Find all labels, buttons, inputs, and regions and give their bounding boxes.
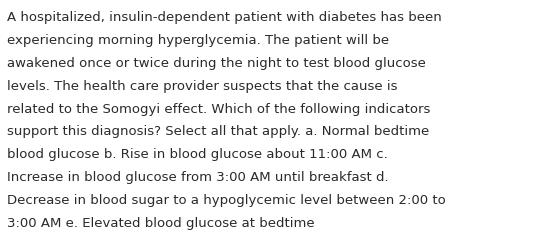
Text: support this diagnosis? Select all that apply. a. Normal bedtime: support this diagnosis? Select all that … bbox=[7, 125, 430, 138]
Text: related to the Somogyi effect. Which of the following indicators: related to the Somogyi effect. Which of … bbox=[7, 102, 431, 115]
Text: A hospitalized, insulin-dependent patient with diabetes has been: A hospitalized, insulin-dependent patien… bbox=[7, 11, 442, 24]
Text: Increase in blood glucose from 3:00 AM until breakfast d.: Increase in blood glucose from 3:00 AM u… bbox=[7, 170, 389, 183]
Text: experiencing morning hyperglycemia. The patient will be: experiencing morning hyperglycemia. The … bbox=[7, 34, 389, 47]
Text: awakened once or twice during the night to test blood glucose: awakened once or twice during the night … bbox=[7, 57, 426, 70]
Text: Decrease in blood sugar to a hypoglycemic level between 2:00 to: Decrease in blood sugar to a hypoglycemi… bbox=[7, 193, 446, 206]
Text: blood glucose b. Rise in blood glucose about 11:00 AM c.: blood glucose b. Rise in blood glucose a… bbox=[7, 148, 388, 161]
Text: levels. The health care provider suspects that the cause is: levels. The health care provider suspect… bbox=[7, 80, 398, 92]
Text: 3:00 AM e. Elevated blood glucose at bedtime: 3:00 AM e. Elevated blood glucose at bed… bbox=[7, 216, 315, 229]
